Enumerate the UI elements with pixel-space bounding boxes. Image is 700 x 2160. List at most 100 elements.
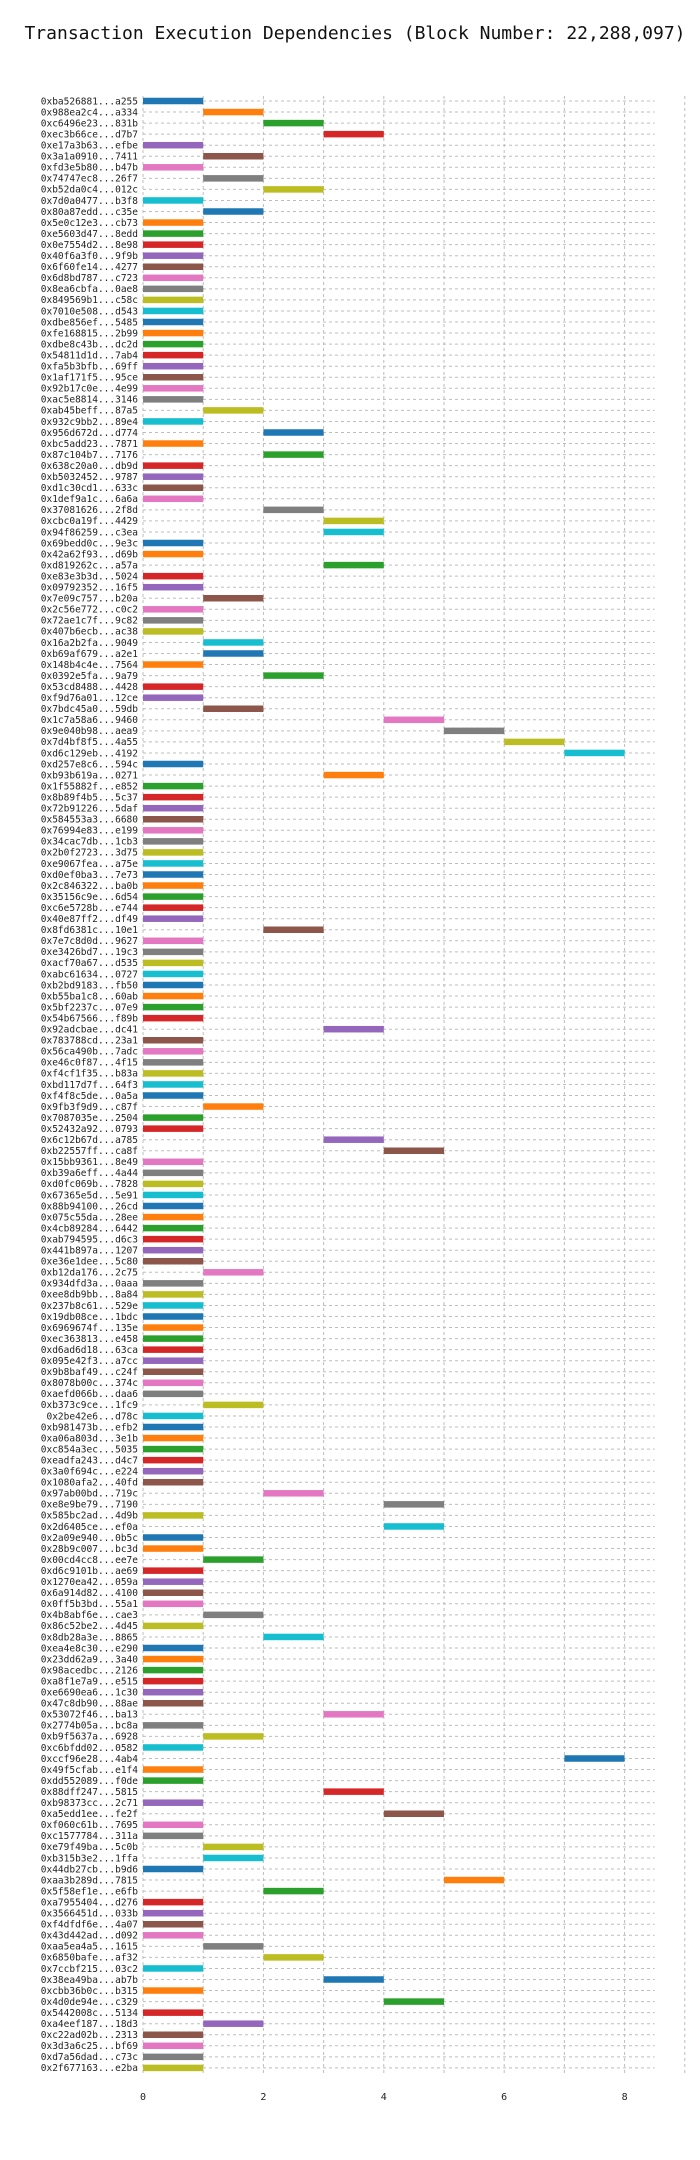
y-tick-label: 0x1c7a58a6...9460: [41, 715, 139, 726]
bar: [143, 1799, 204, 1806]
y-tick-label: 0x4b8abf6e...cae3: [41, 1610, 138, 1621]
bar: [143, 793, 204, 801]
x-tick-label: 4: [381, 2092, 387, 2103]
bar: [143, 1313, 204, 1320]
bar: [203, 153, 264, 160]
y-tick-label: 0x6d8bd787...c723: [41, 273, 138, 284]
y-tick-label: 0x2774b05a...bc8a: [41, 1721, 138, 1732]
bar: [263, 506, 324, 514]
bar: [143, 141, 204, 149]
bar: [143, 915, 204, 922]
y-tick-label: 0x2a09e940...0b5c: [41, 1533, 138, 1544]
bar: [143, 661, 204, 668]
bar: [143, 1987, 204, 1994]
bar: [143, 1048, 204, 1055]
y-tick-label: 0x5442008c...5134: [41, 2008, 139, 2019]
y-tick-label: 0x56ca490b...7adc: [41, 1047, 138, 1058]
bar: [383, 1998, 444, 2005]
bar: [143, 1479, 204, 1486]
y-tick-label: 0x9e040b98...aea9: [41, 726, 139, 737]
y-tick-label: 0x075c55da...28ee: [41, 1212, 139, 1223]
bar: [143, 1158, 204, 1166]
y-tick-label: 0xb55ba1c8...60ab: [41, 991, 139, 1002]
bar: [203, 1269, 264, 1276]
y-tick-label: 0x956d672d...d774: [41, 428, 139, 439]
bar: [143, 1932, 204, 1939]
bar: [143, 2042, 204, 2050]
bar: [203, 1843, 264, 1851]
bar: [143, 296, 204, 304]
bar: [203, 2020, 264, 2027]
bar: [143, 937, 204, 945]
bar: [143, 318, 204, 326]
y-tick-label: 0xacf70a67...d535: [41, 958, 138, 969]
y-tick-label: 0x28b9c007...bc3d: [41, 1544, 138, 1555]
bar: [143, 871, 204, 878]
y-tick-label: 0x783788cd...23a1: [41, 1036, 139, 1047]
bar: [143, 252, 204, 259]
y-tick-label: 0xcbc0a19f...4429: [41, 516, 139, 527]
y-tick-label: 0xba526881...a255: [41, 96, 138, 107]
y-tick-label: 0x43d442ad...d092: [41, 1931, 138, 1942]
bar: [143, 1390, 204, 1398]
bar: [323, 771, 384, 779]
x-tick-labels: 0 2 4 6 8: [140, 2092, 628, 2103]
y-tick-label: 0xab45beff...87a5: [41, 406, 138, 417]
bar: [143, 285, 204, 293]
bar: [323, 1025, 384, 1033]
y-tick-label: 0x7e7c8d0d...9627: [41, 936, 138, 947]
bar: [143, 1368, 204, 1375]
y-tick-label: 0xeadfa243...d4c7: [41, 1455, 138, 1466]
bar: [143, 1865, 204, 1873]
y-tick-label: 0x40e87ff2...df49: [41, 914, 139, 925]
y-tick-label: 0x441b897a...1207: [41, 1246, 138, 1257]
y-tick-label: 0x237b8c61...529e: [41, 1301, 139, 1312]
y-tick-label: 0x42a62f93...d69b: [41, 549, 139, 560]
bar: [203, 595, 264, 602]
bar: [143, 1125, 204, 1132]
bar: [143, 164, 204, 171]
bar: [444, 727, 505, 735]
bar: [263, 1887, 324, 1895]
bar: [143, 1114, 204, 1121]
bar: [143, 374, 204, 381]
y-tick-label: 0xe36e1dee...5c80: [41, 1257, 139, 1268]
y-tick-label: 0x849569b1...c58c: [41, 295, 138, 306]
bar: [143, 583, 204, 591]
y-tick-label: 0x3d3a6c25...bf69: [41, 2041, 139, 2052]
bar: [383, 1501, 444, 1508]
bar: [323, 528, 384, 536]
y-tick-label: 0xd6c129eb...4192: [41, 748, 138, 759]
y-tick-label: 0x2f677163...e2ba: [41, 2063, 138, 2074]
y-tick-label: 0x2c56e772...c0c2: [41, 605, 138, 616]
y-tick-label: 0x7087035e...2504: [41, 1113, 139, 1124]
bar: [263, 1490, 324, 1497]
y-tick-label: 0xabc61634...0727: [41, 969, 138, 980]
y-tick-label: 0x00cd4cc8...ee7e: [41, 1555, 139, 1566]
bar: [143, 1688, 204, 1696]
y-tick-label: 0xc6496e23...831b: [41, 118, 139, 129]
chart-title: Transaction Execution Dependencies (Bloc…: [24, 23, 685, 44]
bar: [143, 816, 204, 823]
y-tick-label: 0x1270ea42...059a: [41, 1577, 138, 1588]
bar: [143, 860, 204, 867]
bar: [143, 959, 204, 967]
bar: [143, 539, 204, 547]
bar: [143, 1291, 204, 1298]
y-tick-label: 0x86c52be2...4d45: [41, 1621, 138, 1632]
y-tick-label: 0xb93b619a...0271: [41, 770, 139, 781]
y-tick-label: 0xec3b66ce...d7b7: [41, 129, 138, 140]
bar: [143, 362, 204, 370]
bar: [143, 1666, 204, 1674]
y-tick-label: 0xc6e5728b...e744: [41, 903, 139, 914]
y-tick-label: 0xdd552089...f0de: [41, 1776, 139, 1787]
y-tick-label: 0xd819262c...a57a: [41, 560, 138, 571]
bar: [383, 1810, 444, 1817]
y-tick-label: 0x40f6a3f0...9f9b: [41, 251, 139, 262]
y-tick-label: 0xd7a56dad...c73c: [41, 2052, 138, 2063]
y-tick-label: 0xb5032452...9787: [41, 472, 138, 483]
bar: [203, 650, 264, 657]
bar: [263, 1954, 324, 1961]
bar: [143, 2009, 204, 2016]
